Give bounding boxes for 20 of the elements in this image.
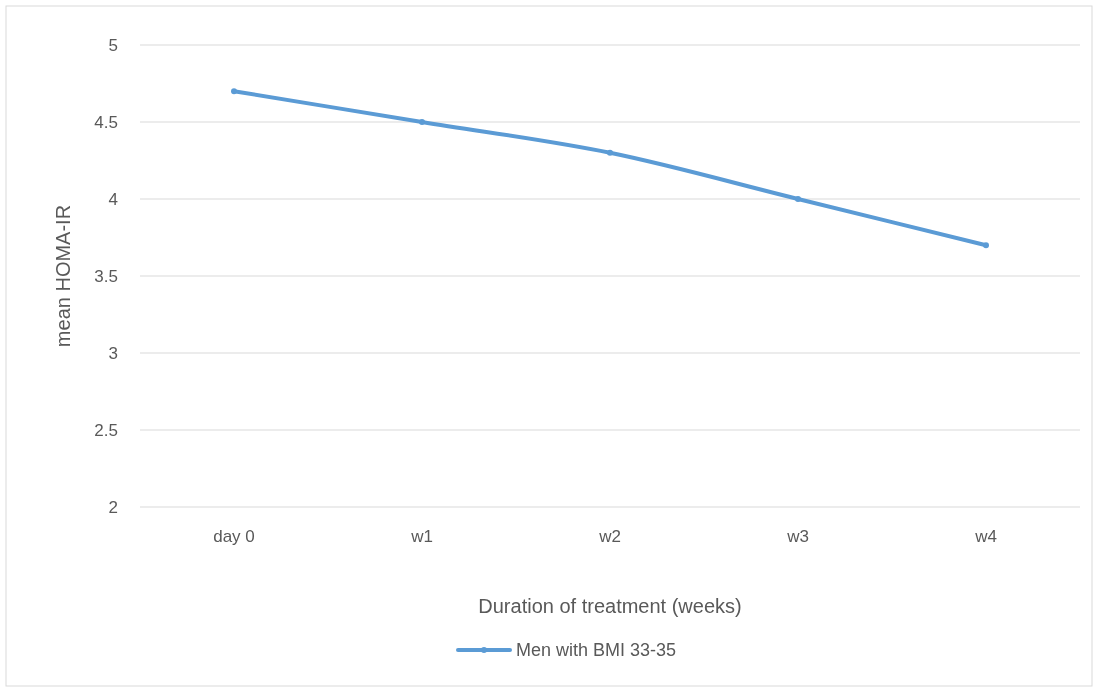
y-tick-label: 4.5 (94, 112, 118, 132)
point (419, 119, 425, 125)
x-tick-label: w2 (598, 527, 621, 546)
y-tick-label: 2 (108, 497, 118, 517)
point (607, 149, 613, 156)
point (983, 242, 989, 249)
x-tick-label: w1 (410, 527, 433, 546)
point (231, 88, 237, 95)
y-tick-label: 3.5 (94, 266, 118, 286)
x-tick-label: w3 (786, 527, 809, 546)
x-tick-label: day 0 (213, 527, 255, 546)
y-tick-label: 5 (108, 35, 118, 55)
x-axis-title: Duration of treatment (weeks) (478, 595, 742, 617)
legend-label: Men with BMI 33-35 (516, 640, 677, 661)
y-tick-label: 2.5 (94, 420, 118, 440)
y-tick-label: 3 (108, 343, 118, 363)
x-tick-label: w4 (974, 527, 997, 546)
y-axis-title: mean HOMA-IR (52, 204, 74, 348)
y-tick-label: 4 (108, 189, 118, 209)
point (795, 196, 801, 202)
